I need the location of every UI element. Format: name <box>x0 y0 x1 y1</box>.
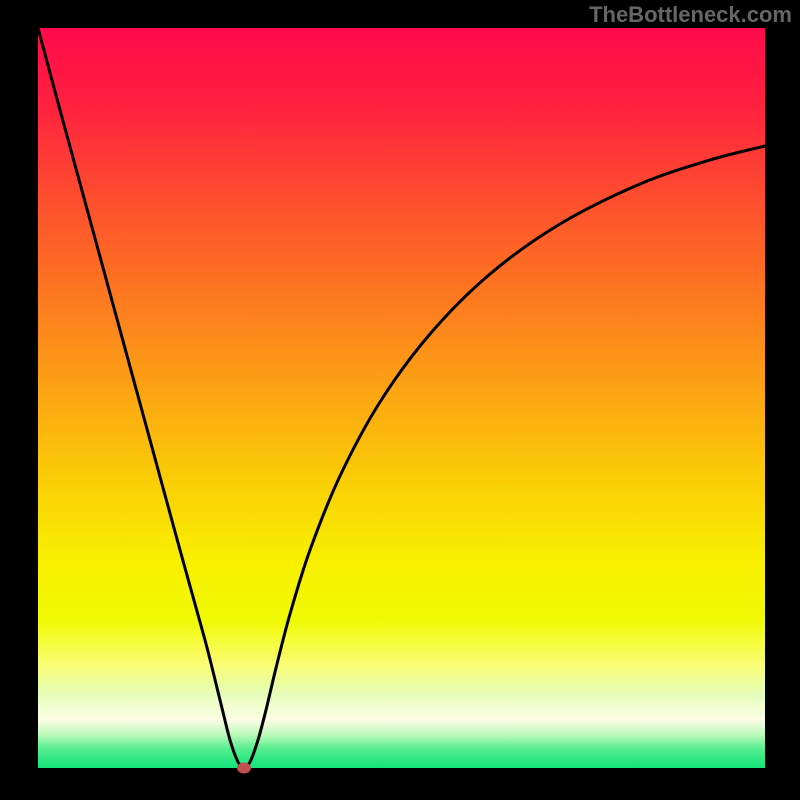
watermark-text: TheBottleneck.com <box>589 2 792 28</box>
bottleneck-chart <box>0 0 800 800</box>
chart-container: TheBottleneck.com <box>0 0 800 800</box>
minimum-marker <box>237 763 251 774</box>
plot-background <box>38 28 765 768</box>
